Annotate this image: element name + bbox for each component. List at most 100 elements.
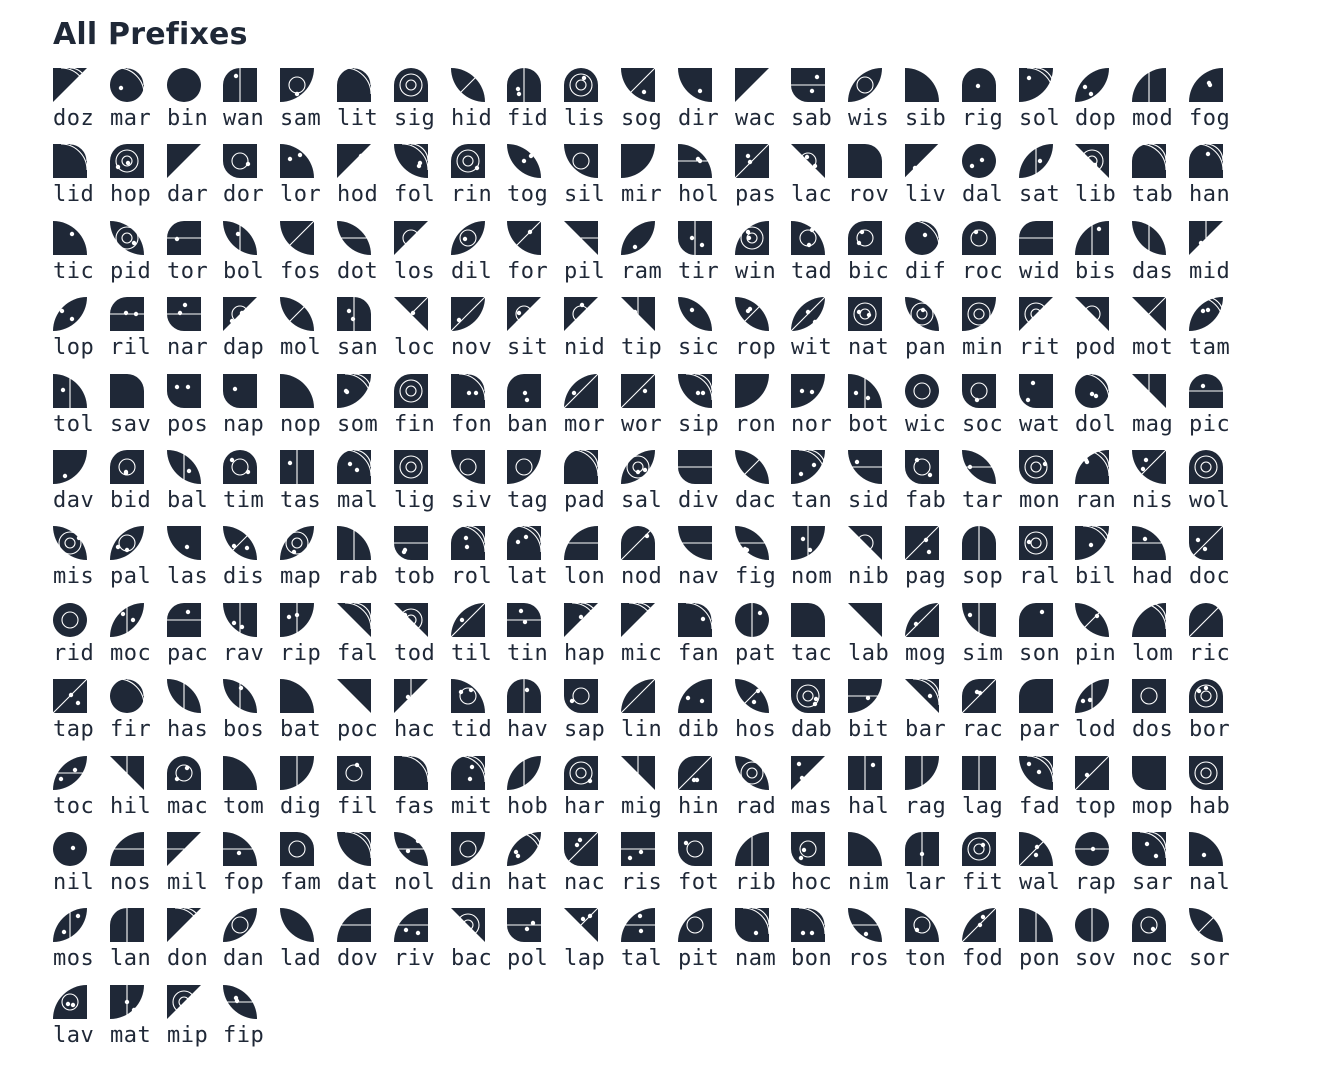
prefix-label: wan	[223, 106, 265, 131]
prefix-label: mis	[53, 564, 95, 589]
prefix-glyph-icon	[1189, 374, 1223, 408]
prefix-glyph-icon	[167, 450, 201, 484]
prefix-label: rad	[735, 794, 777, 819]
prefix-fig: fig	[735, 526, 793, 596]
prefix-label: wid	[1019, 259, 1061, 284]
prefix-glyph-icon	[451, 832, 485, 866]
prefix-label: lit	[337, 106, 379, 131]
prefix-glyph-icon	[1132, 374, 1166, 408]
prefix-label: nod	[621, 564, 663, 589]
prefix-label: ral	[1019, 564, 1061, 589]
prefix-hos: hos	[735, 679, 793, 749]
prefix-glyph-icon	[394, 756, 428, 790]
prefix-mil: mil	[167, 832, 225, 902]
prefix-sov: sov	[1075, 908, 1133, 978]
prefix-glyph-icon	[53, 985, 87, 1019]
prefix-label: mip	[167, 1023, 209, 1048]
prefix-label: nar	[167, 335, 209, 360]
prefix-has: has	[167, 679, 225, 749]
prefix-label: din	[451, 870, 493, 895]
prefix-dol: dol	[1075, 374, 1133, 444]
prefix-par: par	[1019, 679, 1077, 749]
prefix-dab: dab	[791, 679, 849, 749]
prefix-rav: rav	[223, 603, 281, 673]
prefix-ban: ban	[507, 374, 565, 444]
prefix-label: nil	[53, 870, 95, 895]
prefix-glyph-icon	[394, 832, 428, 866]
prefix-liv: liv	[905, 144, 963, 214]
prefix-glyph-icon	[621, 526, 655, 560]
prefix-fop: fop	[223, 832, 281, 902]
prefix-bal: bal	[167, 450, 225, 520]
prefix-pat: pat	[735, 603, 793, 673]
prefix-glyph-icon	[1075, 68, 1109, 102]
prefix-glyph-icon	[280, 679, 314, 713]
prefix-label: had	[1132, 564, 1174, 589]
prefix-sam: sam	[280, 68, 338, 138]
prefix-label: mod	[1132, 106, 1174, 131]
prefix-glyph-icon	[110, 756, 144, 790]
prefix-glyph-icon	[337, 374, 371, 408]
prefix-glyph-icon	[394, 297, 428, 331]
prefix-som: som	[337, 374, 395, 444]
prefix-wor: wor	[621, 374, 679, 444]
prefix-nim: nim	[848, 832, 906, 902]
prefix-glyph-icon	[1132, 603, 1166, 637]
prefix-label: fit	[962, 870, 1004, 895]
prefix-glyph-icon	[791, 450, 825, 484]
prefix-glyph-icon	[167, 374, 201, 408]
prefix-div: div	[678, 450, 736, 520]
prefix-glyph-icon	[678, 526, 712, 560]
prefix-glyph-icon	[451, 679, 485, 713]
prefix-nos: nos	[110, 832, 168, 902]
prefix-glyph-icon	[735, 526, 769, 560]
prefix-label: fig	[735, 564, 777, 589]
prefix-glyph-icon	[848, 908, 882, 942]
prefix-glyph-icon	[451, 526, 485, 560]
prefix-label: fot	[678, 870, 720, 895]
prefix-glyph-icon	[678, 756, 712, 790]
prefix-label: tir	[678, 259, 720, 284]
prefix-label: sov	[1075, 946, 1117, 971]
prefix-nis: nis	[1132, 450, 1190, 520]
prefix-mog: mog	[905, 603, 963, 673]
prefix-hab: hab	[1189, 756, 1247, 826]
prefix-label: wat	[1019, 412, 1061, 437]
prefix-glyph-icon	[1189, 756, 1223, 790]
prefix-label: rib	[735, 870, 777, 895]
prefix-fan: fan	[678, 603, 736, 673]
prefix-tog: tog	[507, 144, 565, 214]
prefix-roc: roc	[962, 221, 1020, 291]
prefix-label: sog	[621, 106, 663, 131]
prefix-label: tob	[394, 564, 436, 589]
prefix-glyph-icon	[678, 221, 712, 255]
prefix-label: riv	[394, 946, 436, 971]
prefix-label: ban	[507, 412, 549, 437]
prefix-nat: nat	[848, 297, 906, 367]
prefix-doz: doz	[53, 68, 111, 138]
prefix-glyph-icon	[507, 679, 541, 713]
prefix-glyph-icon	[848, 68, 882, 102]
prefix-nov: nov	[451, 297, 509, 367]
prefix-dif: dif	[905, 221, 963, 291]
prefix-glyph-icon	[1132, 297, 1166, 331]
prefix-dot: dot	[337, 221, 395, 291]
prefix-mod: mod	[1132, 68, 1190, 138]
prefix-fit: fit	[962, 832, 1020, 902]
prefix-soc: soc	[962, 374, 1020, 444]
prefix-glyph-icon	[1132, 68, 1166, 102]
prefix-glyph-icon	[678, 603, 712, 637]
prefix-glyph-icon	[280, 374, 314, 408]
prefix-glyph-icon	[905, 756, 939, 790]
prefix-glyph-icon	[564, 908, 598, 942]
prefix-glyph-icon	[735, 68, 769, 102]
prefix-glyph-icon	[53, 832, 87, 866]
prefix-lom: lom	[1132, 603, 1190, 673]
prefix-glyph-icon	[905, 221, 939, 255]
prefix-dar: dar	[167, 144, 225, 214]
prefix-mic: mic	[621, 603, 679, 673]
prefix-glyph-icon	[394, 68, 428, 102]
prefix-bac: bac	[451, 908, 509, 978]
prefix-hac: hac	[394, 679, 452, 749]
prefix-glyph-icon	[1019, 756, 1053, 790]
